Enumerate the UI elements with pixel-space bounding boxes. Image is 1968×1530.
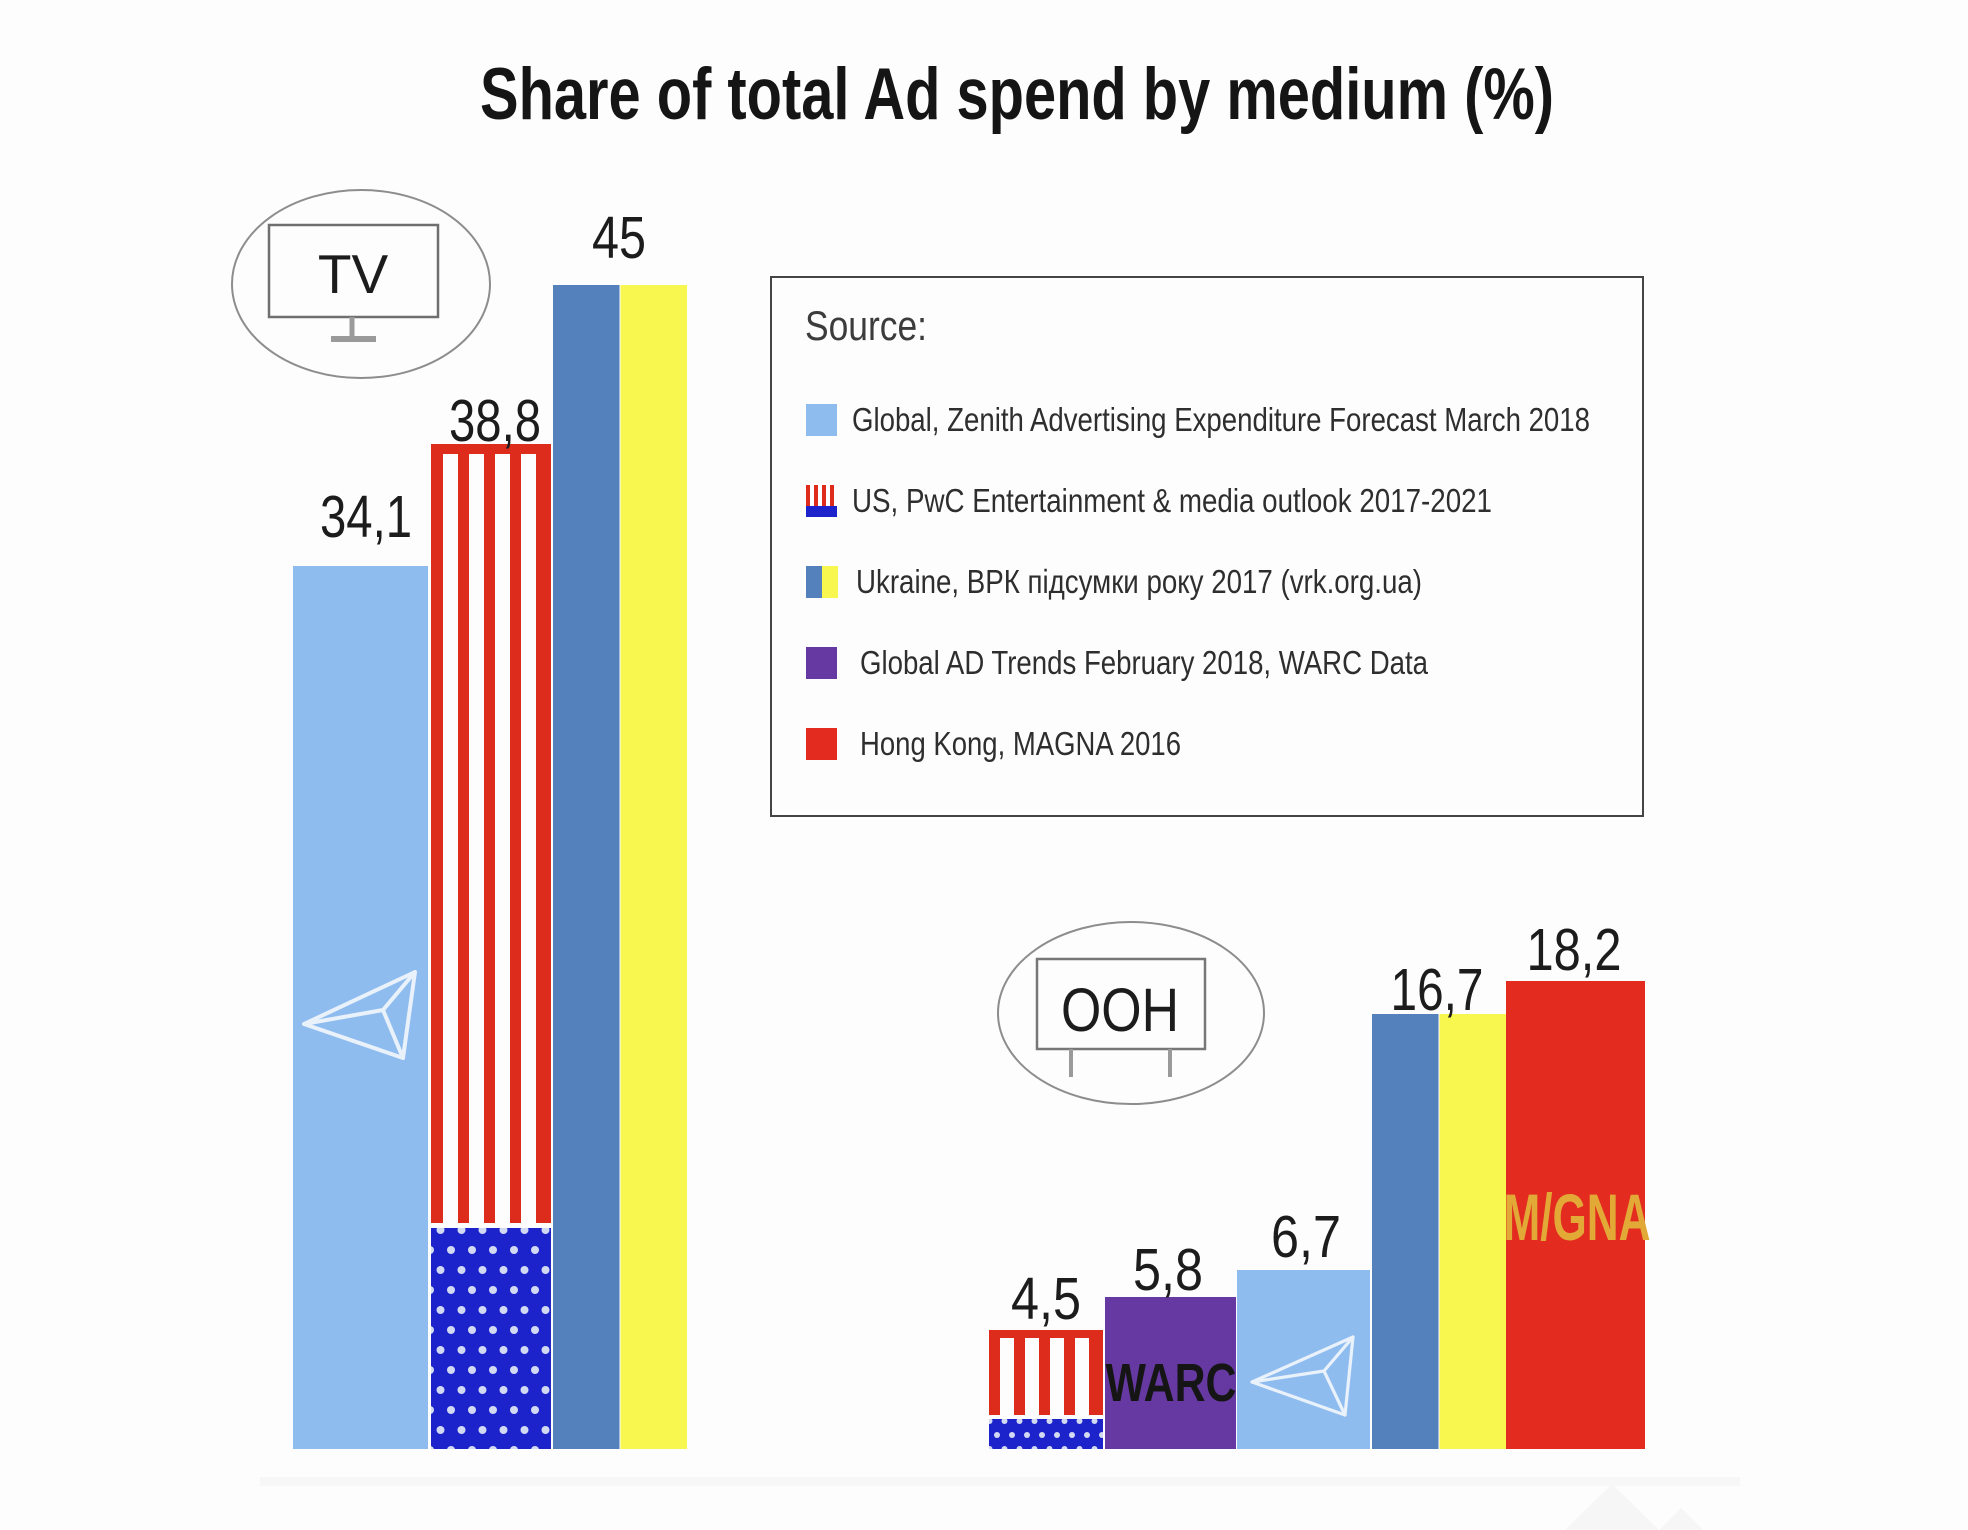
- svg-text:OOH: OOH: [1061, 976, 1179, 1044]
- svg-text:US, PwC Entertainment & media: US, PwC Entertainment & media outlook 20…: [852, 482, 1492, 519]
- svg-text:Source:: Source:: [805, 302, 927, 349]
- svg-text:Share of total Ad spend by med: Share of total Ad spend by medium (%): [480, 54, 1554, 135]
- svg-text:Ukraine, ВРК підсумки року 201: Ukraine, ВРК підсумки року 2017 (vrk.org…: [856, 563, 1422, 600]
- svg-text:TV: TV: [318, 243, 389, 305]
- svg-text:WARC: WARC: [1106, 1353, 1237, 1413]
- svg-text:M/GNA: M/GNA: [1504, 1180, 1651, 1254]
- svg-text:38,8: 38,8: [449, 388, 541, 454]
- svg-text:34,1: 34,1: [320, 484, 412, 550]
- svg-text:45: 45: [592, 205, 646, 271]
- svg-text:4,5: 4,5: [1011, 1266, 1081, 1332]
- svg-text:Hong Kong, MAGNA 2016: Hong Kong, MAGNA 2016: [860, 725, 1181, 762]
- svg-text:16,7: 16,7: [1391, 957, 1484, 1023]
- svg-text:6,7: 6,7: [1271, 1204, 1341, 1270]
- svg-text:Global, Zenith Advertising Exp: Global, Zenith Advertising Expenditure F…: [852, 401, 1590, 438]
- svg-text:Global AD Trends February 2018: Global AD Trends February 2018, WARC Dat…: [860, 644, 1429, 681]
- svg-text:5,8: 5,8: [1133, 1237, 1203, 1303]
- svg-text:18,2: 18,2: [1527, 917, 1622, 983]
